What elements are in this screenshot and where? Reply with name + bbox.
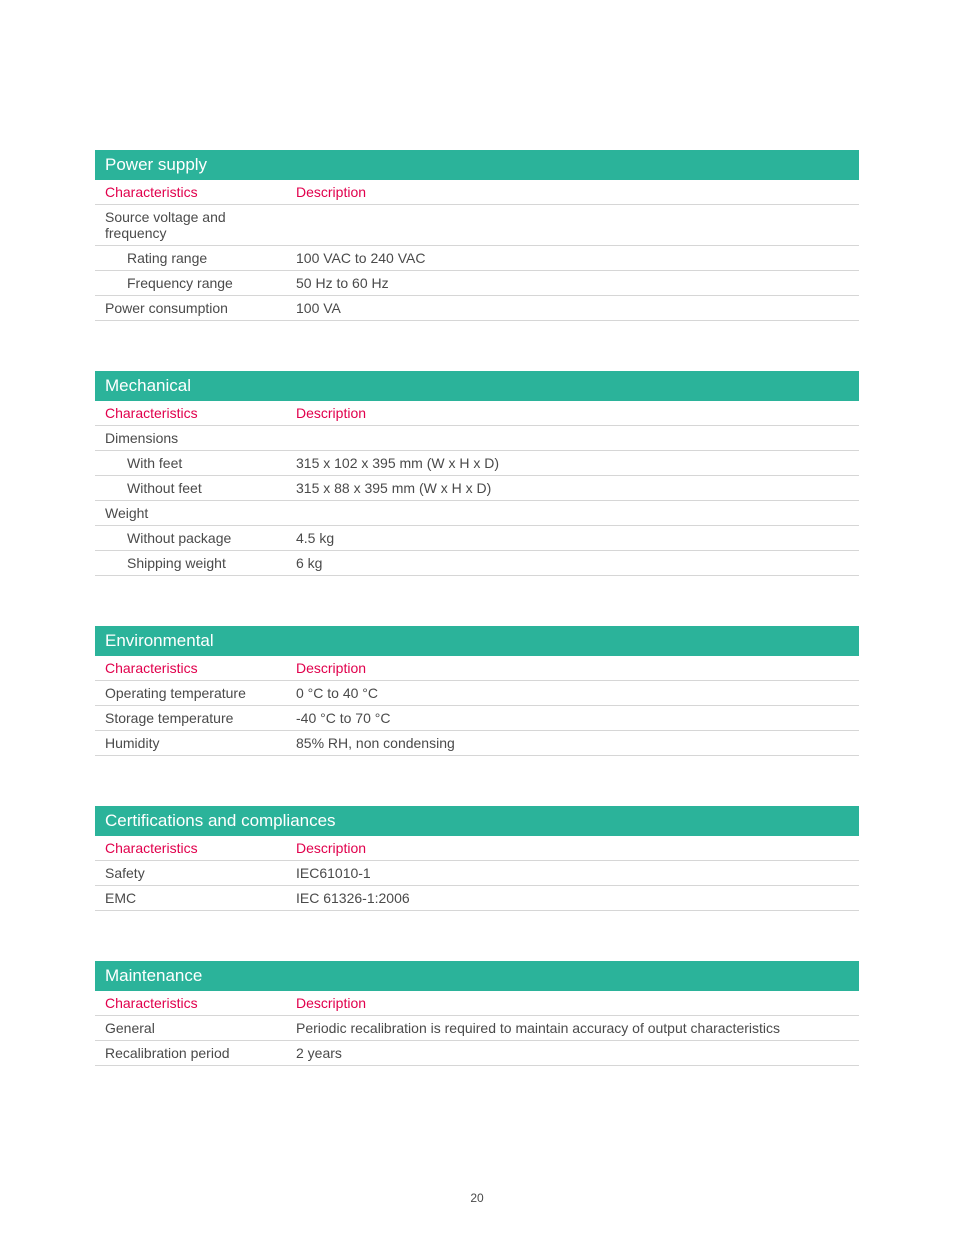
spec-table: CharacteristicsDescriptionSource voltage… bbox=[95, 180, 859, 321]
characteristic-cell: Source voltage and frequency bbox=[95, 205, 286, 246]
description-cell: 100 VAC to 240 VAC bbox=[286, 246, 859, 271]
table-row: Source voltage and frequency bbox=[95, 205, 859, 246]
description-cell: 4.5 kg bbox=[286, 526, 859, 551]
table-header-row: CharacteristicsDescription bbox=[95, 656, 859, 681]
description-cell: IEC61010-1 bbox=[286, 861, 859, 886]
sections-container: Power supplyCharacteristicsDescriptionSo… bbox=[95, 150, 859, 1066]
characteristic-cell: Shipping weight bbox=[95, 551, 286, 576]
description-cell: 50 Hz to 60 Hz bbox=[286, 271, 859, 296]
table-row: Rating range100 VAC to 240 VAC bbox=[95, 246, 859, 271]
characteristic-cell: Power consumption bbox=[95, 296, 286, 321]
spec-section: Power supplyCharacteristicsDescriptionSo… bbox=[95, 150, 859, 321]
table-row: Without feet315 x 88 x 395 mm (W x H x D… bbox=[95, 476, 859, 501]
table-row: Shipping weight6 kg bbox=[95, 551, 859, 576]
col-header-characteristics: Characteristics bbox=[95, 991, 286, 1016]
spec-table: CharacteristicsDescriptionDimensionsWith… bbox=[95, 401, 859, 576]
description-cell: 0 °C to 40 °C bbox=[286, 681, 859, 706]
table-row: SafetyIEC61010-1 bbox=[95, 861, 859, 886]
spec-section: Certifications and compliancesCharacteri… bbox=[95, 806, 859, 911]
table-header-row: CharacteristicsDescription bbox=[95, 991, 859, 1016]
table-row: EMCIEC 61326-1:2006 bbox=[95, 886, 859, 911]
characteristic-cell: Safety bbox=[95, 861, 286, 886]
col-header-characteristics: Characteristics bbox=[95, 656, 286, 681]
description-cell: 100 VA bbox=[286, 296, 859, 321]
table-header-row: CharacteristicsDescription bbox=[95, 401, 859, 426]
page-number: 20 bbox=[0, 1191, 954, 1205]
description-cell: 315 x 88 x 395 mm (W x H x D) bbox=[286, 476, 859, 501]
description-cell bbox=[286, 205, 859, 246]
col-header-characteristics: Characteristics bbox=[95, 180, 286, 205]
table-row: Storage temperature-40 °C to 70 °C bbox=[95, 706, 859, 731]
description-cell: IEC 61326-1:2006 bbox=[286, 886, 859, 911]
table-row: With feet315 x 102 x 395 mm (W x H x D) bbox=[95, 451, 859, 476]
description-cell: 2 years bbox=[286, 1041, 859, 1066]
table-row: Weight bbox=[95, 501, 859, 526]
characteristic-cell: EMC bbox=[95, 886, 286, 911]
description-cell: Periodic recalibration is required to ma… bbox=[286, 1016, 859, 1041]
section-title: Maintenance bbox=[95, 961, 859, 991]
characteristic-cell: Humidity bbox=[95, 731, 286, 756]
table-row: Frequency range50 Hz to 60 Hz bbox=[95, 271, 859, 296]
table-row: Without package4.5 kg bbox=[95, 526, 859, 551]
spec-section: MechanicalCharacteristicsDescriptionDime… bbox=[95, 371, 859, 576]
characteristic-cell: Dimensions bbox=[95, 426, 286, 451]
col-header-description: Description bbox=[286, 991, 859, 1016]
description-cell: 85% RH, non condensing bbox=[286, 731, 859, 756]
description-cell: 315 x 102 x 395 mm (W x H x D) bbox=[286, 451, 859, 476]
spec-section: MaintenanceCharacteristicsDescriptionGen… bbox=[95, 961, 859, 1066]
characteristic-cell: General bbox=[95, 1016, 286, 1041]
table-row: Humidity85% RH, non condensing bbox=[95, 731, 859, 756]
table-row: Power consumption100 VA bbox=[95, 296, 859, 321]
table-row: Recalibration period2 years bbox=[95, 1041, 859, 1066]
characteristic-cell: Storage temperature bbox=[95, 706, 286, 731]
page: Power supplyCharacteristicsDescriptionSo… bbox=[0, 0, 954, 1235]
section-title: Certifications and compliances bbox=[95, 806, 859, 836]
section-title: Environmental bbox=[95, 626, 859, 656]
spec-section: EnvironmentalCharacteristicsDescriptionO… bbox=[95, 626, 859, 756]
col-header-description: Description bbox=[286, 401, 859, 426]
characteristic-cell: Recalibration period bbox=[95, 1041, 286, 1066]
characteristic-cell: Frequency range bbox=[95, 271, 286, 296]
col-header-characteristics: Characteristics bbox=[95, 401, 286, 426]
section-title: Power supply bbox=[95, 150, 859, 180]
col-header-characteristics: Characteristics bbox=[95, 836, 286, 861]
characteristic-cell: With feet bbox=[95, 451, 286, 476]
description-cell: 6 kg bbox=[286, 551, 859, 576]
characteristic-cell: Without feet bbox=[95, 476, 286, 501]
characteristic-cell: Weight bbox=[95, 501, 286, 526]
col-header-description: Description bbox=[286, 656, 859, 681]
description-cell bbox=[286, 501, 859, 526]
characteristic-cell: Without package bbox=[95, 526, 286, 551]
spec-table: CharacteristicsDescriptionOperating temp… bbox=[95, 656, 859, 756]
characteristic-cell: Operating temperature bbox=[95, 681, 286, 706]
spec-table: CharacteristicsDescriptionGeneralPeriodi… bbox=[95, 991, 859, 1066]
section-title: Mechanical bbox=[95, 371, 859, 401]
table-row: Dimensions bbox=[95, 426, 859, 451]
table-header-row: CharacteristicsDescription bbox=[95, 180, 859, 205]
description-cell bbox=[286, 426, 859, 451]
description-cell: -40 °C to 70 °C bbox=[286, 706, 859, 731]
spec-table: CharacteristicsDescriptionSafetyIEC61010… bbox=[95, 836, 859, 911]
col-header-description: Description bbox=[286, 836, 859, 861]
table-row: Operating temperature0 °C to 40 °C bbox=[95, 681, 859, 706]
characteristic-cell: Rating range bbox=[95, 246, 286, 271]
table-header-row: CharacteristicsDescription bbox=[95, 836, 859, 861]
table-row: GeneralPeriodic recalibration is require… bbox=[95, 1016, 859, 1041]
col-header-description: Description bbox=[286, 180, 859, 205]
